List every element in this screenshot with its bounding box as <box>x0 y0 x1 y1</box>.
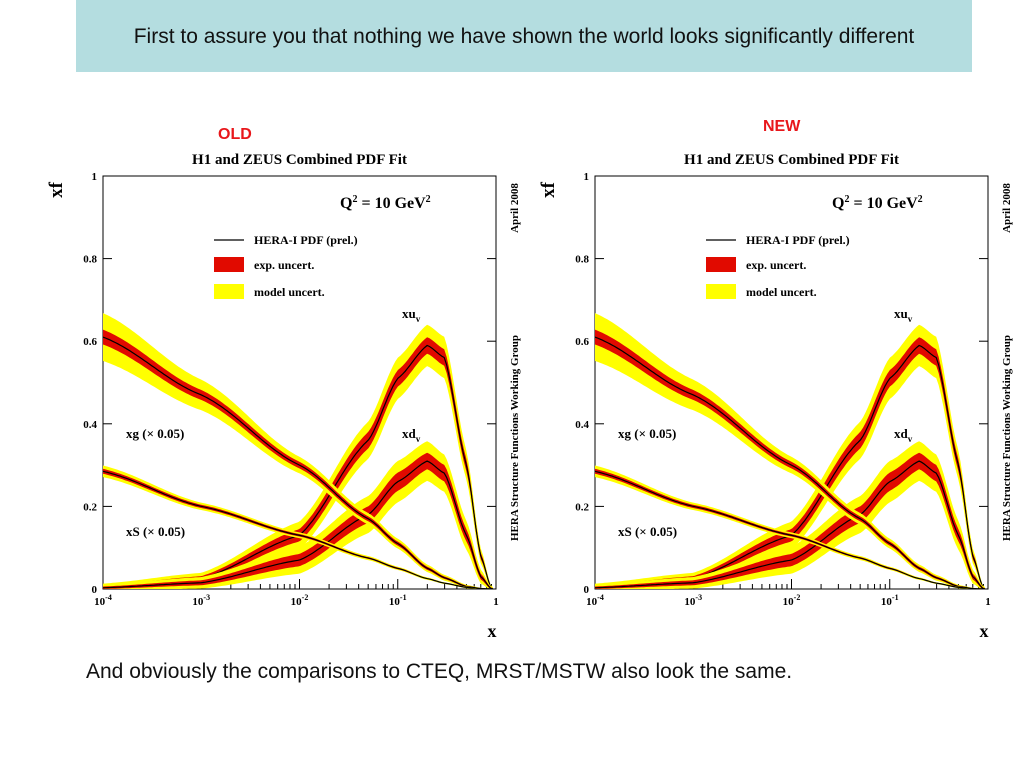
y-tick-label: 0 <box>92 584 98 596</box>
y-tick-label: 0.8 <box>83 254 97 266</box>
curve-xdv <box>103 460 494 589</box>
y-tick-label: 0.4 <box>83 419 97 431</box>
legend-model-swatch <box>706 284 736 299</box>
legend-entry: exp. uncert. <box>254 258 314 272</box>
series-label: xS (× 0.05) <box>618 524 677 539</box>
legend-exp-swatch <box>214 257 244 272</box>
side-group: HERA Structure Functions Working Group <box>1001 335 1013 541</box>
series-label: xuv <box>402 306 421 324</box>
curve-xs <box>595 470 985 589</box>
series-label: xg (× 0.05) <box>618 426 676 441</box>
y-tick-label: 1 <box>92 171 98 183</box>
slide-footer: And obviously the comparisons to CTEQ, M… <box>86 660 793 683</box>
y-axis-label: xf <box>538 181 559 198</box>
q2-annotation: Q2 = 10 GeV2 <box>832 194 923 212</box>
y-tick-label: 0.2 <box>83 501 97 513</box>
legend-entry: HERA-I PDF (prel.) <box>746 233 850 247</box>
legend-entry: model uncert. <box>254 285 325 299</box>
x-tick-label: 10-4 <box>94 593 112 608</box>
x-tick-label: 10-1 <box>881 593 899 608</box>
chart-title: H1 and ZEUS Combined PDF Fit <box>192 152 407 168</box>
x-tick-label: 10-1 <box>389 593 407 608</box>
band-exp-xdv <box>595 452 985 589</box>
band-exp-xuv <box>595 337 985 589</box>
q2-annotation: Q2 = 10 GeV2 <box>340 194 431 212</box>
x-tick-label: 10-2 <box>291 593 309 608</box>
band-exp-xdv <box>103 452 493 589</box>
curve-xg <box>595 336 985 589</box>
band-model-xg <box>595 313 985 589</box>
series-label: xg (× 0.05) <box>126 426 184 441</box>
chart-title: H1 and ZEUS Combined PDF Fit <box>684 152 899 168</box>
y-tick-label: 1 <box>584 171 590 183</box>
y-tick-label: 0.8 <box>575 254 589 266</box>
band-model-xuv <box>595 324 985 589</box>
x-axis-label: x <box>488 621 497 641</box>
legend-exp-swatch <box>706 257 736 272</box>
band-model-xuv <box>103 324 493 589</box>
side-date: April 2008 <box>509 183 521 233</box>
x-tick-label: 1 <box>493 596 499 608</box>
curve-xs <box>103 470 493 589</box>
x-tick-label: 1 <box>985 596 991 608</box>
curve-xg <box>103 336 493 589</box>
side-date: April 2008 <box>1001 183 1013 233</box>
old-label: OLD <box>218 126 252 143</box>
legend-entry: HERA-I PDF (prel.) <box>254 233 358 247</box>
x-tick-label: 10-2 <box>783 593 801 608</box>
series-label: xuv <box>894 306 913 324</box>
new-label: NEW <box>763 118 801 135</box>
chart-new: H1 and ZEUS Combined PDF Fit xf x 0 0.2 0.4 0.… <box>538 152 1013 641</box>
plot-area <box>595 313 986 589</box>
curve-xdv <box>595 460 986 589</box>
band-exp-xuv <box>103 337 493 589</box>
legend-model-swatch <box>214 284 244 299</box>
x-tick-label: 10-3 <box>684 593 702 608</box>
legend-entry: exp. uncert. <box>746 258 806 272</box>
slide-title-box: First to assure you that nothing we have… <box>76 0 972 72</box>
y-axis-label: xf <box>46 181 67 198</box>
x-tick-label: 10-3 <box>192 593 210 608</box>
y-tick-label: 0.2 <box>575 501 589 513</box>
chart-old: H1 and ZEUS Combined PDF Fit xf x 0 0.2 0.4 0.… <box>46 152 521 641</box>
legend-entry: model uncert. <box>746 285 817 299</box>
side-group: HERA Structure Functions Working Group <box>509 335 521 541</box>
slide-title: First to assure you that nothing we have… <box>133 24 915 48</box>
y-tick-label: 0.6 <box>575 336 589 348</box>
series-label: xdv <box>402 426 421 444</box>
plot-area <box>103 313 494 589</box>
band-model-xg <box>103 313 493 589</box>
y-tick-label: 0 <box>584 584 590 596</box>
y-tick-label: 0.4 <box>575 419 589 431</box>
series-label: xdv <box>894 426 913 444</box>
series-label: xS (× 0.05) <box>126 524 185 539</box>
x-tick-label: 10-4 <box>586 593 604 608</box>
y-tick-label: 0.6 <box>83 336 97 348</box>
x-axis-label: x <box>980 621 989 641</box>
